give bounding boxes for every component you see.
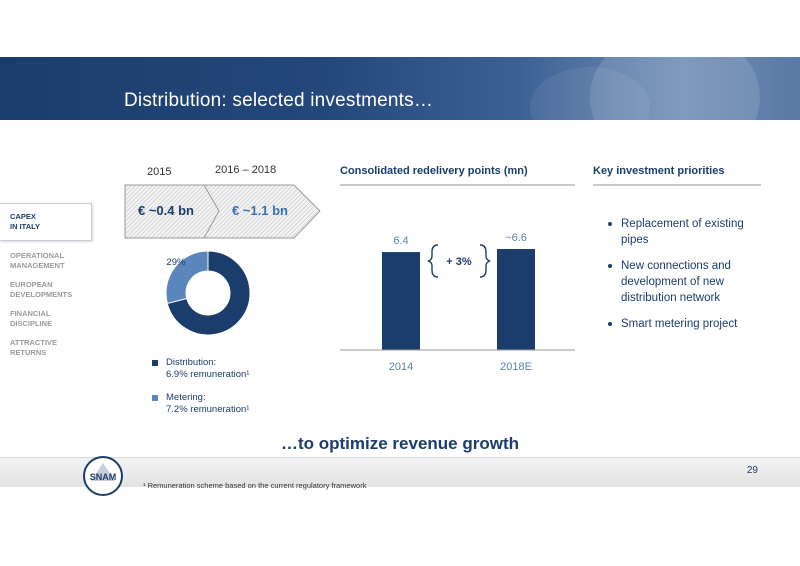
footer-band [0, 457, 800, 487]
page-title: Distribution: selected investments… [124, 90, 434, 111]
donut-slice [165, 250, 209, 305]
divider [340, 184, 575, 186]
bar-data-label: 6.4 [393, 235, 408, 247]
growth-label: + 3% [446, 256, 472, 268]
priorities-list: Replacement of existing pipes New connec… [607, 216, 767, 342]
sidebar-item-label: DISCIPLINE [10, 319, 53, 328]
header-banner [0, 57, 800, 120]
sidebar-item-label: RETURNS [10, 348, 47, 357]
sidebar-item-label: OPERATIONAL [10, 251, 65, 260]
sidebar-item-financial[interactable]: FINANCIAL DISCIPLINE [0, 309, 92, 329]
page-number: 29 [746, 465, 758, 476]
sidebar-item-returns[interactable]: ATTRACTIVE RETURNS [0, 338, 92, 358]
x-tick-label: 2014 [389, 361, 413, 373]
arrow-2015 [124, 184, 220, 239]
priorities-title: Key investment priorities [593, 165, 725, 177]
year-range-label: 2016 – 2018 [215, 164, 277, 176]
sidebar-item-european[interactable]: EUROPEAN DEVELOPMENTS [0, 280, 92, 300]
list-item: Smart metering project [607, 316, 767, 332]
list-item: Replacement of existing pipes [607, 216, 767, 248]
sidebar-nav: CAPEX IN ITALY OPERATIONAL MANAGEMENT EU… [0, 203, 92, 367]
svg-text:SNAM: SNAM [90, 472, 117, 482]
bar-chart: 6.4 2014 ~6.6 2018E + 3% [340, 232, 575, 373]
sidebar-item-label: CAPEX [10, 212, 36, 221]
legend-label: Distribution: [166, 357, 217, 368]
sidebar-item-operational[interactable]: OPERATIONAL MANAGEMENT [0, 251, 92, 271]
banner-decoration [590, 57, 760, 120]
sidebar-item-label: ATTRACTIVE [10, 338, 57, 347]
bar [497, 249, 535, 350]
donut-slice [166, 250, 251, 336]
legend-sublabel: 6.9% remuneration¹ [166, 369, 250, 380]
legend-sublabel: 7.2% remuneration¹ [166, 404, 250, 415]
footnote: ¹ Remuneration scheme based on the curre… [143, 481, 367, 490]
bar-data-label: ~6.6 [505, 232, 527, 244]
legend-swatch [152, 360, 158, 366]
list-item: New connections and development of new d… [607, 258, 767, 306]
legend-metering: Metering: 7.2% remuneration¹ [152, 392, 249, 416]
growth-bracket-left [427, 244, 439, 278]
donut-chart: 71% 29% [165, 250, 267, 338]
sidebar-item-label: EUROPEAN [10, 280, 53, 289]
sidebar-item-capex[interactable]: CAPEX IN ITALY [0, 203, 92, 241]
capex-arrows [124, 184, 321, 239]
sidebar-item-label: DEVELOPMENTS [10, 290, 73, 299]
tagline: …to optimize revenue growth [280, 434, 520, 453]
bar-chart-title: Consolidated redelivery points (mn) [340, 165, 528, 177]
donut-slice-label: 29% [166, 257, 186, 268]
sidebar-item-label: FINANCIAL [10, 309, 51, 318]
bar [382, 252, 420, 350]
legend-label: Metering: [166, 392, 206, 403]
donut-slice-label: 71% [247, 327, 267, 338]
capex-range-value: € ~1.1 bn [232, 203, 288, 218]
year-2015-label: 2015 [147, 166, 172, 178]
growth-bracket-right [479, 244, 491, 278]
legend-distribution: Distribution: 6.9% remuneration¹ [152, 357, 249, 381]
sidebar-item-label: MANAGEMENT [10, 261, 65, 270]
capex-2015-value: € ~0.4 bn [138, 203, 194, 218]
snam-logo: SNAM [83, 456, 123, 496]
x-tick-label: 2018E [500, 361, 532, 373]
legend-swatch [152, 395, 158, 401]
sidebar-item-label: IN ITALY [10, 222, 41, 231]
divider [593, 184, 761, 186]
